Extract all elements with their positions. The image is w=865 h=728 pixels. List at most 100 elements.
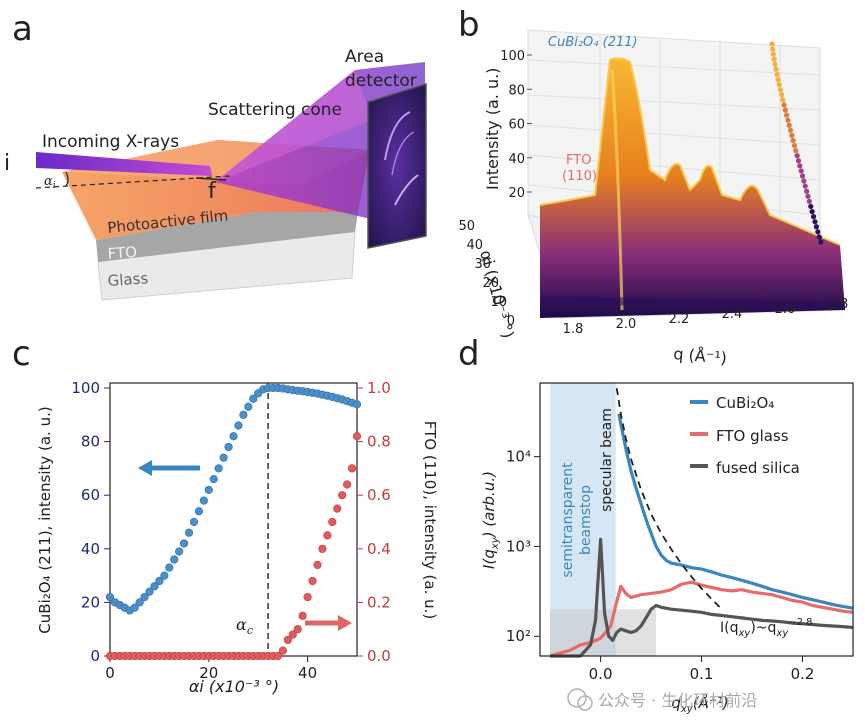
c-fto-point [303,592,312,602]
b-trace-point [786,122,792,128]
d-beamstop-label-2: beamstop [578,485,594,555]
b-trace-point [770,51,776,57]
b-ztick-label: 0 [507,314,515,329]
b-xtick-label: 2.8 [828,297,849,312]
c-ytick-right-label: 0.2 [367,593,391,611]
d-line-fto [549,580,854,658]
label-incoming-xrays: Incoming X-rays [42,132,179,152]
b-trace-point [810,214,817,220]
b-ztick-label: 20 [482,276,499,291]
b-trace-point [769,41,775,47]
label-f: f [208,179,217,204]
b-ztick-label: 50 [458,219,475,234]
b-trace-point [791,142,798,149]
fto-layer [96,212,358,262]
d-legend-cubi: CuBi₂O₄ [716,394,774,412]
d-xtick-label: 0.2 [791,665,815,683]
b-ytick-label: 20 [508,186,525,201]
b-trace-point [779,92,785,98]
c-ytick-right-label: 0.4 [367,540,391,558]
b-label-cubi: CuBi₂O₄ (211) [548,35,638,50]
c-fto-point [318,544,327,553]
c-cubi-point [150,582,159,591]
b-xtick-label: 2.4 [722,307,743,322]
b-ytick-label: 100 [500,49,525,64]
b-ztick-label: 40 [466,238,483,253]
c-cubi-point [184,528,194,537]
d-line-silica [550,537,854,658]
b-trace-point [776,82,782,88]
b-surface-base [539,296,846,309]
c-critical-angle-label: αc [236,615,253,637]
b-trace-point [798,168,804,174]
b-trace-point [816,234,822,240]
c-cubi-point [352,400,362,409]
b-trace-point [809,208,815,215]
c-fto-point [338,491,347,500]
b-trace-point [813,224,820,230]
b-trace-point [769,46,776,52]
b-trace-point [806,198,812,204]
b-trace-point [812,219,818,225]
c-cubi-point [234,421,243,430]
c-ytick-right-label: 1.0 [367,379,391,397]
c-cubi-point [244,402,253,411]
c-fto-point [298,611,307,620]
c-ytick-left-label: 20 [81,593,100,611]
d-legend-swatch-silica [690,464,708,468]
c-ytick-left-label: 80 [81,433,100,451]
panel-letter-c: c [12,334,31,374]
d-xtick-label: 0.0 [589,665,613,683]
b-trace-point [772,61,778,67]
c-cubi-point [175,547,184,556]
label-area: Area [345,47,384,67]
b-zlabel: αi (x10⁻³ °) [476,248,518,340]
c-arrow-right-head [338,615,352,631]
c-arrow-left-head [138,460,152,476]
d-legend-silica: fused silica [716,459,800,477]
c-ylabel-left: CuBi₂O₄ (211), intensity (a. u.) [36,406,54,633]
d-ytick-label: 10² [506,627,531,645]
c-xlabel: αi (x10⁻³ °) [189,677,279,696]
b-xtick-label: 2.2 [669,312,690,327]
d-plot-frame [539,382,854,657]
c-ytick-right-label: 0.6 [367,486,391,504]
c-plot-frame [109,382,358,657]
b-xtick-label: 2.6 [775,302,796,317]
wechat-icon-bubble [577,695,593,711]
d-ytick-label: 10³ [506,537,531,555]
label-i: i [4,151,10,176]
panel-letter-b: b [458,5,480,45]
b-xtick-label: 1.8 [563,322,584,337]
c-cubi-point [135,598,144,607]
c-fto-point [352,432,362,441]
b-trace-point [793,148,799,154]
c-cubi-point [229,432,238,441]
d-fit-label: I(qxy)~qxy−2.8 [720,617,813,639]
b-trace-point [781,102,787,108]
label-fto: FTO [107,243,138,263]
d-ylabel: I(qxy) (arb.u.) [480,471,501,569]
b-trace-point [785,117,791,123]
b-trace-point [804,188,810,194]
c-fto-point [308,576,317,586]
c-xtick-label: 0 [105,664,115,682]
c-cubi-point [239,410,248,419]
watermark-text: 公众号 · 生化环材前沿 [598,691,757,710]
b-trace-point [802,183,808,189]
b-trace-point [805,193,811,199]
b-label-fto-2: (110) [562,169,597,184]
c-cubi-point [155,576,164,586]
c-cubi-point [130,603,139,612]
c-ytick-left-label: 0 [90,647,100,665]
d-xtick-label: 0.1 [690,665,714,683]
b-trace-point [797,163,803,169]
c-cubi-point [219,453,228,462]
b-xtick-label: 2.0 [616,317,637,332]
b-trace-point [782,107,788,113]
wechat-icon [567,688,587,708]
c-fto-point [323,531,332,540]
d-ytick-label: 10⁴ [506,448,531,466]
b-trace-point [784,112,790,118]
